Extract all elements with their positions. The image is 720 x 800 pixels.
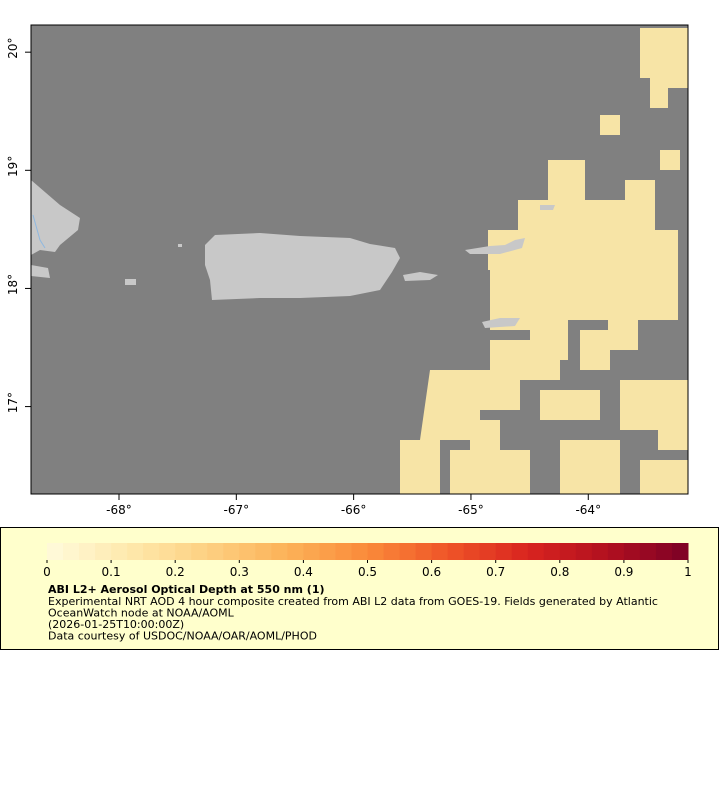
colorbar-swatch	[159, 543, 176, 560]
colorbar-swatch	[543, 543, 561, 560]
colorbar-swatch	[143, 543, 160, 560]
colorbar-tick-label: 0	[43, 565, 51, 579]
colorbar-swatch	[207, 543, 224, 560]
x-tick-label: -64°	[575, 503, 601, 517]
colorbar-swatch	[495, 543, 513, 560]
x-tick-label: -67°	[224, 503, 250, 517]
colorbar-swatch	[351, 543, 368, 560]
x-tick-label: -66°	[341, 503, 367, 517]
colorbar-tick-label: 0.4	[294, 565, 313, 579]
y-tick-label: 18°	[6, 274, 20, 295]
x-tick-label: -68°	[106, 503, 132, 517]
caption-line: (2026-01-25T10:00:00Z)	[48, 618, 184, 631]
caption-line: Data courtesy of USDOC/NOAA/OAR/AOML/PHO…	[48, 630, 317, 643]
colorbar-tick-label: 0.8	[550, 565, 569, 579]
colorbar-tick-label: 0.9	[614, 565, 633, 579]
colorbar-swatch	[415, 543, 433, 560]
colorbar-swatch	[271, 543, 288, 560]
colorbar-swatch	[639, 543, 657, 560]
river	[32, 214, 46, 249]
colorbar-swatch	[303, 543, 320, 560]
colorbar-swatch	[591, 543, 609, 560]
map-frame	[30, 24, 689, 495]
colorbar-swatch	[255, 543, 272, 560]
colorbar-tick-label: 0.2	[166, 565, 185, 579]
y-tick-label: 20°	[6, 38, 20, 59]
colorbar-swatch	[511, 543, 529, 560]
colorbar-swatch	[79, 543, 96, 560]
colorbar-swatch	[655, 543, 673, 560]
colorbar-swatch	[95, 543, 112, 560]
colorbar-swatch	[335, 543, 352, 560]
colorbar-swatch	[671, 543, 689, 560]
aod-patches	[400, 28, 688, 494]
colorbar-swatch	[607, 543, 625, 560]
colorbar-swatch	[575, 543, 593, 560]
colorbar-swatch	[223, 543, 240, 560]
colorbar-swatch	[367, 543, 385, 560]
x-tick-label: -65°	[458, 503, 484, 517]
caption-line: Experimental NRT AOD 4 hour composite cr…	[48, 595, 658, 608]
colorbar-swatch	[63, 543, 80, 560]
colorbar-swatch	[111, 543, 128, 560]
colorbar-swatch	[287, 543, 304, 560]
colorbar-swatch	[559, 543, 577, 560]
colorbar-tick-label: 0.3	[230, 565, 249, 579]
colorbar-swatch	[319, 543, 336, 560]
colorbar-tick-label: 0.6	[422, 565, 441, 579]
y-tick-label: 17°	[6, 392, 20, 413]
colorbar-swatch	[447, 543, 465, 560]
colorbar-swatch	[239, 543, 256, 560]
colorbar-swatch	[127, 543, 144, 560]
land	[31, 180, 555, 328]
colorbar-swatch	[463, 543, 481, 560]
colorbar-tick-label: 1	[684, 565, 692, 579]
colorbar-swatch	[479, 543, 497, 560]
colorbar-swatch	[527, 543, 545, 560]
colorbar-swatch	[191, 543, 208, 560]
colorbar-tick-label: 0.7	[486, 565, 505, 579]
legend-title: ABI L2+ Aerosol Optical Depth at 550 nm …	[48, 583, 325, 596]
colorbar-tick-label: 0.5	[358, 565, 377, 579]
colorbar-swatch	[47, 543, 64, 560]
colorbar-swatch	[431, 543, 449, 560]
colorbar-swatch	[175, 543, 192, 560]
y-tick-label: 19°	[6, 156, 20, 177]
colorbar-swatch	[623, 543, 641, 560]
caption-line: OceanWatch node at NOAA/AOML	[48, 607, 235, 620]
colorbar-swatch	[383, 543, 401, 560]
colorbar-tick-label: 0.1	[102, 565, 121, 579]
colorbar-swatch	[399, 543, 417, 560]
